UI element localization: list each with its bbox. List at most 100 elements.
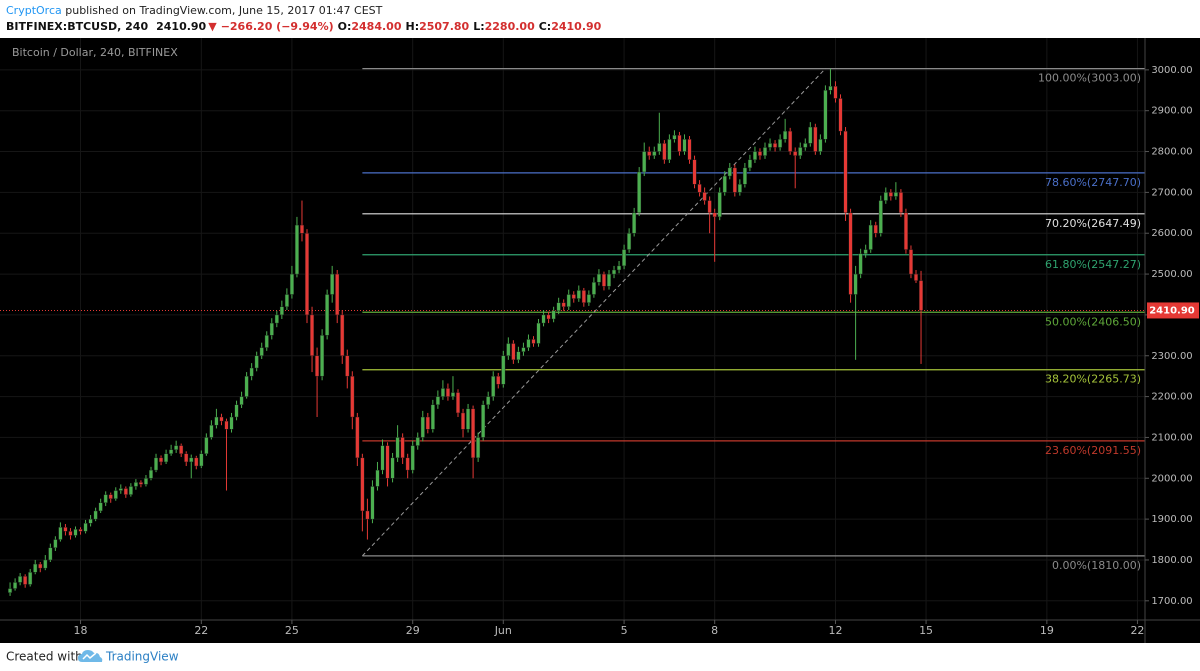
candle-body bbox=[571, 294, 576, 299]
candle-body bbox=[682, 139, 687, 152]
x-tick-label: 15 bbox=[919, 624, 933, 637]
candle-body bbox=[8, 588, 13, 593]
candle-body bbox=[315, 355, 320, 377]
y-tick-label: 2200.00 bbox=[1151, 392, 1192, 403]
candle-body bbox=[420, 416, 425, 438]
candle-body bbox=[68, 531, 73, 536]
candle-body bbox=[410, 445, 415, 471]
candle-body bbox=[596, 273, 601, 283]
candle-body bbox=[159, 457, 164, 463]
candle-body bbox=[224, 420, 229, 430]
candle-body bbox=[174, 445, 179, 450]
h-value: 2507.80 bbox=[419, 20, 469, 33]
candle-body bbox=[506, 343, 511, 356]
candle-body bbox=[415, 437, 420, 446]
candle-body bbox=[496, 375, 501, 385]
candle-body bbox=[48, 547, 53, 561]
candle-body bbox=[118, 488, 123, 491]
candle-body bbox=[440, 388, 445, 397]
candle-body bbox=[617, 265, 622, 271]
y-tick-label: 1900.00 bbox=[1151, 514, 1192, 525]
candle-body bbox=[627, 233, 632, 250]
candle-body bbox=[652, 151, 657, 156]
footer-brand[interactable]: TradingView bbox=[105, 650, 179, 664]
candle-body bbox=[289, 273, 294, 295]
candle-body bbox=[335, 273, 340, 316]
candle-body bbox=[677, 135, 682, 152]
candle-body bbox=[642, 151, 647, 173]
candle-body bbox=[818, 139, 823, 152]
o-label: O: bbox=[338, 20, 352, 33]
candle-body bbox=[501, 355, 506, 385]
y-tick-label: 1700.00 bbox=[1151, 596, 1192, 607]
candle-body bbox=[164, 453, 169, 463]
candle-body bbox=[154, 457, 159, 471]
candle-body bbox=[903, 212, 908, 250]
candle-body bbox=[355, 416, 360, 459]
x-tick-label: 25 bbox=[285, 624, 299, 637]
candle-body bbox=[274, 314, 279, 324]
candle-body bbox=[768, 143, 773, 148]
author[interactable]: CryptOrca bbox=[6, 4, 62, 17]
candle-body bbox=[863, 249, 868, 254]
candle-body bbox=[531, 339, 536, 344]
candle-body bbox=[284, 294, 289, 307]
candle-body bbox=[476, 437, 481, 459]
candle-body bbox=[18, 576, 23, 583]
x-tick-label: 19 bbox=[1040, 624, 1054, 637]
candle-body bbox=[294, 224, 299, 275]
candle-body bbox=[914, 273, 919, 281]
candle-body bbox=[395, 437, 400, 459]
legend: Bitcoin / Dollar, 240, BITFINEX bbox=[12, 46, 178, 59]
candle-body bbox=[707, 200, 712, 214]
candle-body bbox=[561, 302, 566, 307]
candle-body bbox=[763, 147, 768, 156]
candle-body bbox=[858, 253, 863, 275]
candle-body bbox=[662, 143, 667, 160]
candle-body bbox=[143, 478, 148, 485]
candle-body bbox=[63, 527, 68, 532]
grid bbox=[0, 38, 1145, 620]
candle-body bbox=[878, 200, 883, 234]
candle-body bbox=[702, 192, 707, 201]
candle-body bbox=[833, 85, 838, 99]
candle-body bbox=[637, 171, 642, 214]
candle-body bbox=[456, 392, 461, 414]
candle-body bbox=[551, 310, 556, 320]
trendline bbox=[362, 68, 826, 557]
candle-body bbox=[259, 347, 264, 356]
candle-body bbox=[586, 294, 591, 303]
candle-body bbox=[873, 224, 878, 234]
published: published on TradingView.com, June 15, 2… bbox=[62, 4, 383, 17]
c-value: 2410.90 bbox=[551, 20, 601, 33]
candle-body bbox=[747, 159, 752, 169]
candle-body bbox=[888, 192, 893, 197]
tradingview-logo[interactable] bbox=[78, 650, 103, 662]
y-tick-label: 2700.00 bbox=[1151, 187, 1192, 198]
candle-body bbox=[43, 559, 48, 569]
candle-body bbox=[229, 416, 234, 430]
candle-body bbox=[576, 290, 581, 299]
candle-body bbox=[375, 469, 380, 487]
candle-body bbox=[566, 294, 571, 307]
candle-body bbox=[546, 314, 551, 320]
candle-body bbox=[556, 302, 561, 312]
candle-body bbox=[919, 280, 924, 311]
candle-body bbox=[184, 453, 189, 463]
h-label: H: bbox=[405, 20, 419, 33]
candle-body bbox=[632, 212, 637, 234]
candle-body bbox=[234, 404, 239, 418]
candle-body bbox=[179, 445, 184, 454]
candle-body bbox=[305, 233, 310, 316]
y-tick-label: 2300.00 bbox=[1151, 351, 1192, 362]
candle-body bbox=[742, 167, 747, 185]
x-tick-label: 29 bbox=[406, 624, 420, 637]
candle-body bbox=[385, 445, 390, 479]
candle-body bbox=[365, 510, 370, 520]
candle-body bbox=[244, 375, 249, 397]
fib-label: 61.80%(2547.27) bbox=[1045, 258, 1141, 271]
candle-body bbox=[430, 404, 435, 430]
candle-body bbox=[310, 314, 315, 356]
fib-label: 50.00%(2406.50) bbox=[1045, 315, 1141, 328]
